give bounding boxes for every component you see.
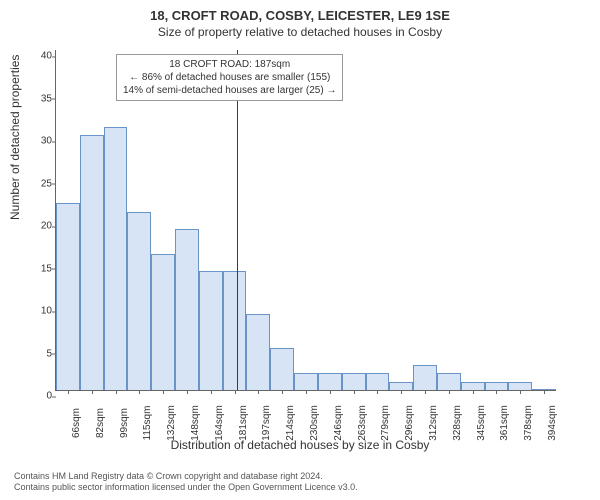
x-tick-label: 328sqm <box>452 405 463 441</box>
histogram-bar <box>413 365 437 391</box>
x-tick-mark <box>544 390 545 394</box>
callout-line-1: 18 CROFT ROAD: 187sqm <box>123 58 336 71</box>
x-tick-mark <box>473 390 474 394</box>
histogram-bar <box>223 271 247 390</box>
chart-title-main: 18, CROFT ROAD, COSBY, LEICESTER, LE9 1S… <box>0 0 600 23</box>
callout-line-3: 14% of semi-detached houses are larger (… <box>123 84 336 97</box>
x-tick-label: 132sqm <box>166 405 177 441</box>
x-tick-mark <box>92 390 93 394</box>
y-tick: 20 <box>22 221 52 232</box>
x-tick-mark <box>68 390 69 394</box>
x-tick-mark <box>116 390 117 394</box>
x-tick-mark <box>258 390 259 394</box>
footnote: Contains HM Land Registry data © Crown c… <box>14 471 358 494</box>
histogram-bar <box>318 373 342 390</box>
x-tick-mark <box>282 390 283 394</box>
histogram-bar <box>366 373 390 390</box>
x-tick-mark <box>496 390 497 394</box>
histogram-bar <box>508 382 532 391</box>
x-tick-label: 263sqm <box>357 405 368 441</box>
y-tick: 35 <box>22 93 52 104</box>
chart-title-sub: Size of property relative to detached ho… <box>0 23 600 39</box>
x-tick-mark <box>306 390 307 394</box>
histogram-bar <box>199 271 223 390</box>
x-tick-label: 214sqm <box>285 405 296 441</box>
y-tick: 0 <box>22 391 52 402</box>
histogram-bar <box>485 382 509 391</box>
property-marker-line <box>237 50 238 390</box>
y-tick: 30 <box>22 136 52 147</box>
histogram-bar <box>104 127 128 391</box>
histogram-bar <box>151 254 175 390</box>
x-tick-mark <box>520 390 521 394</box>
y-tick: 40 <box>22 51 52 62</box>
x-tick-label: 378sqm <box>523 405 534 441</box>
x-tick-mark <box>211 390 212 394</box>
histogram-bar <box>127 212 151 391</box>
histogram-bar <box>461 382 485 391</box>
x-tick-label: 148sqm <box>190 405 201 441</box>
x-tick-label: 394sqm <box>547 405 558 441</box>
x-tick-mark <box>187 390 188 394</box>
histogram-bar <box>437 373 461 390</box>
histogram-bar <box>56 203 80 390</box>
x-tick-label: 115sqm <box>142 406 153 441</box>
x-tick-label: 279sqm <box>380 405 391 441</box>
x-tick-mark <box>163 390 164 394</box>
histogram-bar <box>175 229 199 391</box>
x-tick-label: 99sqm <box>119 408 130 438</box>
x-axis-label: Distribution of detached houses by size … <box>0 438 600 452</box>
x-tick-label: 230sqm <box>309 405 320 441</box>
y-tick: 25 <box>22 178 52 189</box>
y-tick: 5 <box>22 348 52 359</box>
x-tick-label: 296sqm <box>404 405 415 441</box>
y-tick: 15 <box>22 263 52 274</box>
plot-area: 051015202530354066sqm82sqm99sqm115sqm132… <box>55 50 556 391</box>
x-tick-label: 164sqm <box>214 405 225 441</box>
x-tick-mark <box>401 390 402 394</box>
histogram-bar <box>80 135 104 390</box>
x-tick-mark <box>330 390 331 394</box>
y-axis-label: Number of detached properties <box>8 55 22 220</box>
x-tick-mark <box>235 390 236 394</box>
y-tick: 10 <box>22 306 52 317</box>
x-tick-label: 246sqm <box>333 405 344 441</box>
histogram-bar <box>246 314 270 391</box>
x-tick-label: 361sqm <box>499 405 510 441</box>
histogram-chart: 18, CROFT ROAD, COSBY, LEICESTER, LE9 1S… <box>0 0 600 500</box>
footnote-line-2: Contains public sector information licen… <box>14 482 358 494</box>
x-tick-mark <box>377 390 378 394</box>
callout-box: 18 CROFT ROAD: 187sqm← 86% of detached h… <box>116 54 343 101</box>
x-tick-label: 82sqm <box>95 408 106 438</box>
x-tick-label: 66sqm <box>71 408 82 438</box>
x-tick-label: 345sqm <box>476 405 487 441</box>
x-tick-mark <box>139 390 140 394</box>
callout-line-2: ← 86% of detached houses are smaller (15… <box>123 71 336 84</box>
x-tick-mark <box>425 390 426 394</box>
x-tick-label: 312sqm <box>428 405 439 441</box>
histogram-bar <box>294 373 318 390</box>
footnote-line-1: Contains HM Land Registry data © Crown c… <box>14 471 358 483</box>
x-tick-mark <box>354 390 355 394</box>
histogram-bar <box>342 373 366 390</box>
x-tick-mark <box>449 390 450 394</box>
histogram-bar <box>389 382 413 391</box>
x-tick-label: 181sqm <box>238 405 249 441</box>
x-tick-label: 197sqm <box>261 405 272 441</box>
histogram-bar <box>270 348 294 391</box>
